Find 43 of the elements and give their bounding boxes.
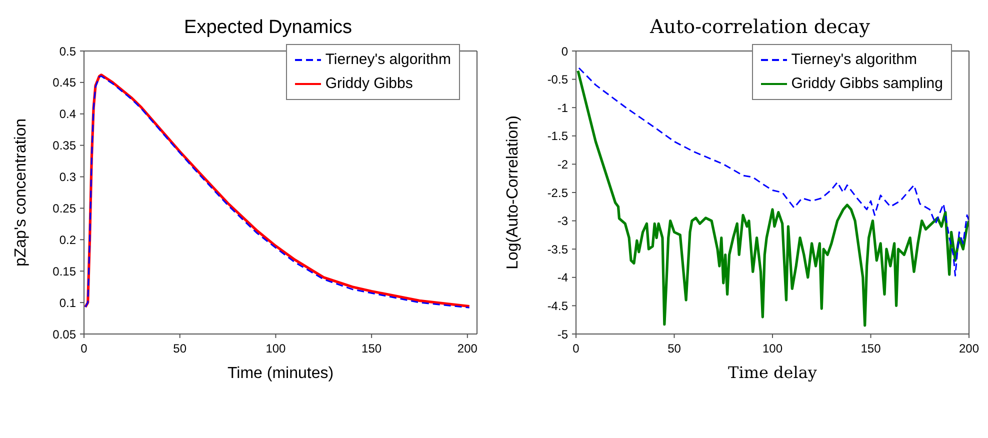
y-tick-label: 0.25 — [52, 201, 76, 216]
x-tick-label: 150 — [362, 342, 382, 356]
y-tick-label: -2.5 — [547, 186, 568, 200]
x-tick-label: 200 — [457, 342, 478, 356]
y-tick-label: 0.4 — [59, 107, 76, 122]
line-series — [578, 67, 969, 276]
y-tick-label: 0.15 — [52, 264, 76, 278]
y-tick-label: 0 — [561, 44, 568, 58]
y-axis-title: Log(Auto-Correlation) — [504, 116, 522, 270]
x-tick-label: 50 — [173, 342, 187, 356]
chart-title: Auto-correlation decay — [649, 16, 870, 38]
chart-title: Expected Dynamics — [184, 17, 352, 38]
y-tick-label: -2 — [557, 157, 568, 172]
y-tick-label: -5 — [557, 327, 568, 342]
y-tick-label: -1 — [557, 100, 568, 115]
y-tick-label: 0.1 — [59, 296, 76, 310]
x-tick-label: 200 — [958, 342, 980, 356]
y-tick-label: -3.5 — [547, 242, 568, 256]
y-tick-label: -1.5 — [547, 129, 568, 144]
y-tick-label: -4 — [557, 270, 568, 285]
y-tick-label: -3 — [557, 214, 568, 228]
y-axis-title: pZap's concentration — [12, 118, 30, 267]
y-tick-label: 0.35 — [52, 138, 76, 153]
y-tick-label: 0.5 — [59, 44, 76, 58]
legend-label: Tierney's algorithm — [791, 50, 917, 70]
x-tick-label: 100 — [762, 342, 783, 356]
y-tick-label: 0.05 — [52, 327, 76, 342]
y-tick-label: 0.45 — [52, 76, 76, 90]
x-tick-label: 0 — [572, 342, 580, 356]
x-axis-title: Time delay — [728, 363, 817, 382]
legend-label: Griddy Gibbs — [325, 74, 413, 94]
x-tick-label: 0 — [80, 342, 88, 356]
y-tick-label: -0.5 — [547, 72, 568, 87]
legend-label: Tierney's algorithm — [325, 50, 451, 70]
legend-label: Griddy Gibbs sampling — [791, 74, 943, 94]
y-tick-label: -4.5 — [547, 298, 568, 313]
x-tick-label: 150 — [860, 342, 882, 356]
y-tick-label: 0.3 — [59, 170, 76, 184]
x-axis-title: Time (minutes) — [227, 365, 334, 382]
line-series — [576, 70, 969, 327]
x-tick-label: 100 — [266, 342, 286, 356]
y-tick-label: 0.2 — [59, 232, 76, 247]
x-tick-label: 50 — [668, 342, 682, 356]
